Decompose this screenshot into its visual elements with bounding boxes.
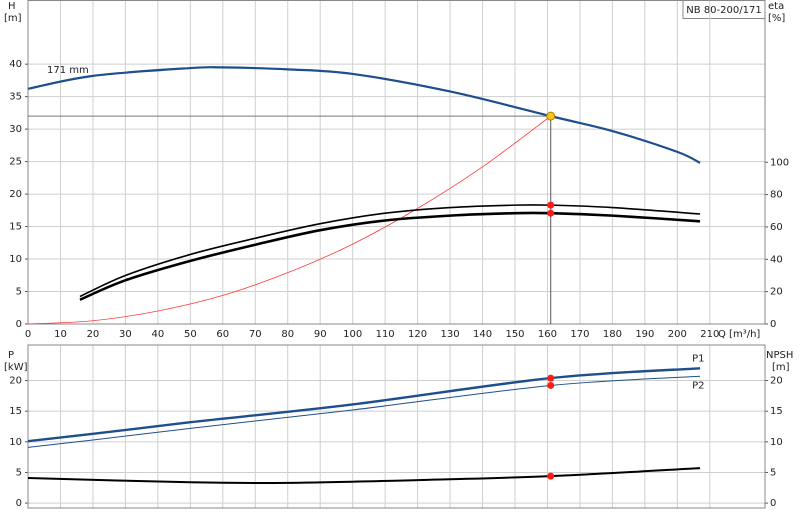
x-tick-label: 90 bbox=[314, 329, 327, 340]
x-tick-label: 60 bbox=[216, 329, 229, 340]
y-tick-label: 0 bbox=[16, 319, 22, 330]
x-tick-label: 10 bbox=[54, 329, 67, 340]
y-tick-label: 20 bbox=[9, 376, 22, 387]
x-tick-label: 40 bbox=[152, 329, 165, 340]
operating-point bbox=[547, 472, 555, 480]
x-tick-label: 50 bbox=[184, 329, 197, 340]
y2-tick-label: 10 bbox=[770, 437, 783, 448]
x-tick-label: 210 bbox=[700, 329, 719, 340]
y2-axis-label: NPSH bbox=[766, 350, 793, 361]
series-line bbox=[27, 467, 701, 485]
y2-axis-label: eta bbox=[768, 1, 784, 12]
y2-tick-label: 100 bbox=[770, 157, 789, 168]
x-tick-label: 120 bbox=[408, 329, 427, 340]
y-tick-label: 0 bbox=[16, 498, 22, 509]
y-tick-label: 15 bbox=[9, 406, 22, 417]
y-tick-label: 35 bbox=[9, 92, 22, 103]
plot-frame bbox=[27, 0, 766, 325]
x-tick-label: 80 bbox=[281, 329, 294, 340]
series-line bbox=[27, 375, 701, 448]
x-tick-label: 70 bbox=[249, 329, 262, 340]
operating-point bbox=[547, 201, 555, 209]
y-tick-label: 5 bbox=[16, 287, 22, 298]
series-line bbox=[79, 211, 701, 301]
x-tick-label: 170 bbox=[570, 329, 589, 340]
y2-tick-label: 40 bbox=[770, 254, 783, 265]
y-axis-label: P bbox=[8, 350, 14, 361]
y-axis-label: H bbox=[8, 1, 16, 12]
series-label: 171 mm bbox=[47, 65, 89, 76]
series-label: P1 bbox=[692, 353, 704, 364]
x-tick-label: 140 bbox=[473, 329, 492, 340]
y-axis-unit: [kW] bbox=[4, 362, 28, 373]
x-tick-label: 180 bbox=[603, 329, 622, 340]
operating-point bbox=[547, 209, 555, 217]
x-tick-label: 160 bbox=[538, 329, 557, 340]
x-tick-label: 130 bbox=[441, 329, 460, 340]
plot-frame bbox=[27, 344, 766, 509]
duty-point bbox=[546, 111, 556, 121]
x-tick-label: 100 bbox=[343, 329, 362, 340]
x-tick-label: 200 bbox=[668, 329, 687, 340]
y-tick-label: 15 bbox=[9, 222, 22, 233]
y-axis-unit: [m] bbox=[4, 13, 22, 24]
y2-tick-label: 20 bbox=[770, 376, 783, 387]
operating-point bbox=[547, 381, 555, 389]
x-tick-label: 150 bbox=[505, 329, 524, 340]
x-tick-label: 110 bbox=[376, 329, 395, 340]
y2-tick-label: 0 bbox=[770, 498, 776, 509]
x-tick-label: 20 bbox=[87, 329, 100, 340]
y-tick-label: 40 bbox=[9, 59, 22, 70]
y2-axis-unit: [%] bbox=[768, 13, 785, 24]
y2-tick-label: 20 bbox=[770, 287, 783, 298]
y-tick-label: 30 bbox=[9, 124, 22, 135]
series-line bbox=[27, 115, 551, 325]
series-line bbox=[79, 204, 701, 298]
operating-point bbox=[547, 374, 555, 382]
y-tick-label: 10 bbox=[9, 254, 22, 265]
x-axis-label: Q [m³/h] bbox=[718, 329, 760, 340]
chart-title: NB 80-200/171 bbox=[686, 5, 761, 16]
y2-axis-unit: [m] bbox=[772, 362, 790, 373]
series-label: P2 bbox=[692, 380, 704, 391]
series-line bbox=[27, 66, 701, 164]
y-tick-label: 5 bbox=[16, 467, 22, 478]
x-tick-label: 0 bbox=[25, 329, 31, 340]
series-line bbox=[27, 367, 701, 443]
y-tick-label: 10 bbox=[9, 437, 22, 448]
y2-tick-label: 5 bbox=[770, 467, 776, 478]
x-tick-label: 30 bbox=[119, 329, 132, 340]
y2-tick-label: 0 bbox=[770, 319, 776, 330]
y2-tick-label: 60 bbox=[770, 222, 783, 233]
y2-tick-label: 15 bbox=[770, 406, 783, 417]
y2-tick-label: 80 bbox=[770, 190, 783, 201]
x-tick-label: 190 bbox=[635, 329, 654, 340]
y-tick-label: 20 bbox=[9, 189, 22, 200]
y-tick-label: 25 bbox=[9, 157, 22, 168]
